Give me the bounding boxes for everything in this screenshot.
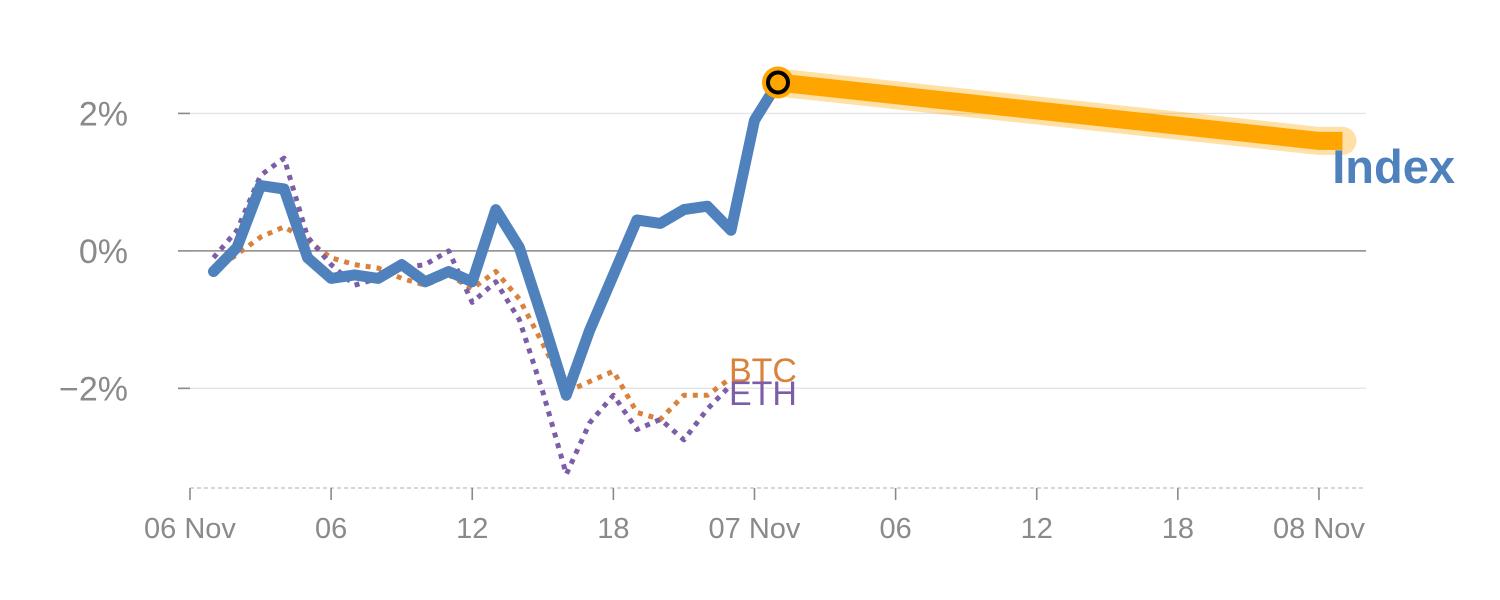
x-tick-label: 07 Nov (709, 513, 801, 545)
x-tick-label: 06 Nov (144, 513, 236, 545)
x-tick-label: 06 (879, 513, 911, 545)
x-tick-label: 08 Nov (1273, 513, 1365, 545)
x-tick-label: 12 (456, 513, 488, 545)
series-label-btc: BTC (729, 352, 797, 390)
x-tick-label: 18 (597, 513, 629, 545)
series-line-eth (211, 155, 733, 477)
series-label-index: Index (1332, 140, 1455, 193)
current-marker (766, 70, 790, 95)
series-line-btc (212, 224, 733, 422)
x-tick-label: 12 (1021, 513, 1053, 545)
series-label-eth: ETH (729, 375, 797, 413)
x-tick-label: 06 (315, 513, 347, 545)
forecast-line (777, 73, 1343, 150)
x-tick-label: 18 (1162, 513, 1194, 545)
y-tick-label: 2% (79, 95, 128, 133)
series-line-index (208, 77, 784, 401)
y-tick-label: 0% (79, 233, 128, 271)
y-tick-label: −2% (59, 370, 128, 408)
